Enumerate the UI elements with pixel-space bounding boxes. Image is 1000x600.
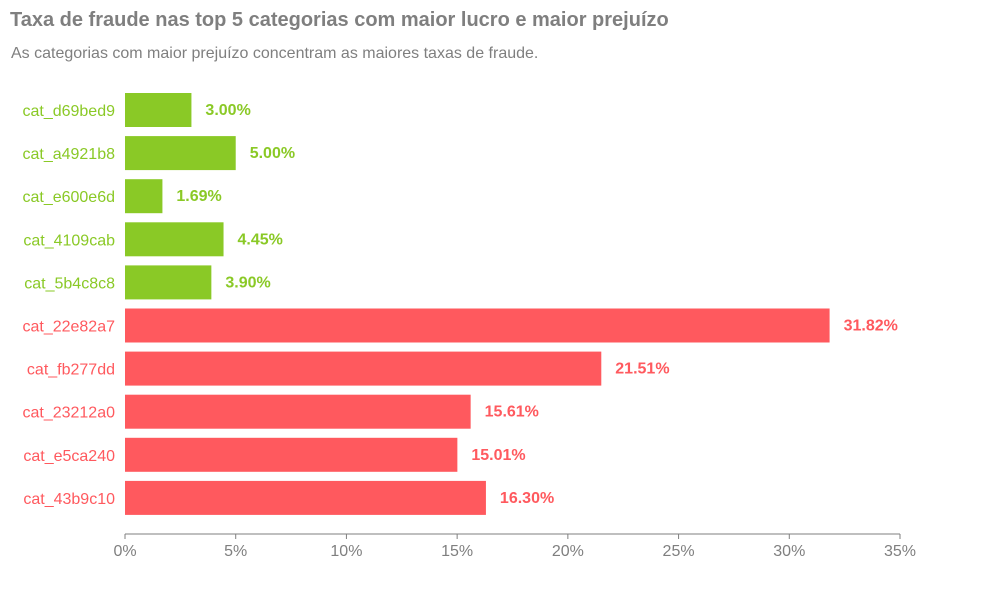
value-label: 5.00%: [250, 145, 295, 162]
x-tick-label: 30%: [773, 543, 805, 560]
value-label: 31.82%: [844, 318, 898, 335]
bar-cat_fb277dd: [125, 351, 602, 386]
value-label: 15.61%: [485, 404, 539, 421]
x-tick-label: 5%: [224, 543, 247, 560]
category-label: cat_23212a0: [22, 405, 115, 422]
x-tick-label: 20%: [552, 543, 584, 560]
x-tick-label: 0%: [113, 543, 136, 560]
category-label: cat_5b4c8c8: [24, 275, 115, 292]
bar-cat_4109cab: [125, 222, 224, 257]
value-label: 1.69%: [176, 188, 221, 205]
value-label: 15.01%: [471, 447, 525, 464]
category-label: cat_d69bed9: [22, 103, 115, 120]
x-tick-label: 25%: [663, 543, 695, 560]
category-label: cat_a4921b8: [22, 146, 115, 163]
bar-cat_e600e6d: [125, 179, 163, 214]
value-label: 16.30%: [500, 490, 554, 507]
bar-cat_e5ca240: [125, 437, 458, 472]
value-label: 3.90%: [225, 274, 270, 291]
chart-subtitle: As categorias com maior prejuízo concent…: [11, 45, 539, 62]
bar-cat_22e82a7: [125, 308, 830, 343]
value-label: 3.00%: [205, 102, 250, 119]
bar-cat_23212a0: [125, 394, 471, 429]
bar-cat_43b9c10: [125, 480, 486, 515]
category-label: cat_fb277dd: [27, 362, 115, 379]
value-label: 4.45%: [238, 231, 283, 248]
category-label: cat_e600e6d: [22, 189, 115, 206]
bar-cat_a4921b8: [125, 136, 236, 171]
bar-cat_d69bed9: [125, 93, 192, 127]
chart-title: Taxa de fraude nas top 5 categorias com …: [10, 9, 669, 31]
x-tick-label: 15%: [441, 543, 473, 560]
x-tick-label: 35%: [884, 543, 916, 560]
category-label: cat_e5ca240: [23, 448, 115, 465]
value-label: 21.51%: [615, 361, 669, 378]
category-label: cat_4109cab: [23, 232, 115, 249]
category-label: cat_43b9c10: [23, 491, 115, 508]
x-tick-label: 10%: [330, 543, 362, 560]
category-label: cat_22e82a7: [22, 319, 115, 336]
bar-cat_5b4c8c8: [125, 265, 212, 300]
